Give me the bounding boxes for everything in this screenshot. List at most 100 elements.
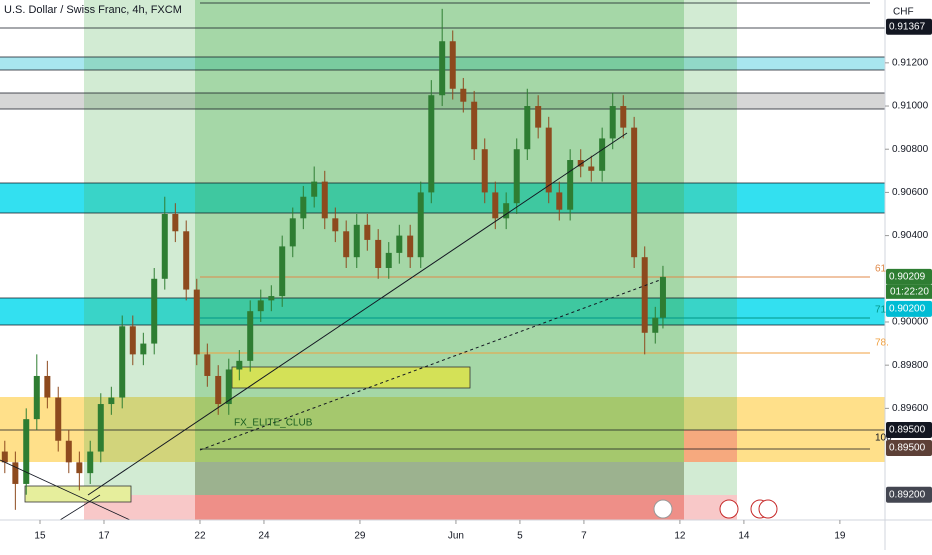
time-axis <box>0 520 885 550</box>
x-tick-label: 29 <box>354 531 366 542</box>
candle-body <box>631 127 638 258</box>
candle-body <box>12 462 19 484</box>
y-tick-label: 0.91000 <box>892 101 929 112</box>
candle-body <box>652 317 659 333</box>
icon[interactable] <box>758 499 778 519</box>
x-tick-label: 12 <box>674 531 686 542</box>
candle-body <box>492 192 499 219</box>
candle-body <box>161 214 168 279</box>
x-tick-label: 14 <box>738 531 750 542</box>
price-tag <box>886 268 932 285</box>
highlight-box <box>24 485 132 503</box>
candle-body <box>599 138 606 171</box>
price-tag-label: 0.89200 <box>889 489 926 500</box>
price-tag-label: 0.90209 <box>889 271 926 282</box>
x-tick-label: 24 <box>258 531 270 542</box>
candle-body <box>460 88 467 102</box>
candle-body <box>97 404 104 452</box>
candle-body <box>140 343 147 355</box>
price-tag <box>886 486 932 503</box>
candle-body <box>23 419 30 484</box>
candle-body <box>332 218 339 232</box>
axis-label: CHF <box>893 7 914 18</box>
candle-body <box>353 224 360 258</box>
candle-body <box>76 462 83 474</box>
candle-body <box>289 218 296 247</box>
x-tick-label: 17 <box>98 531 110 542</box>
price-tag <box>886 18 932 35</box>
y-tick-label: 0.90000 <box>892 317 929 328</box>
candle-body <box>65 440 72 463</box>
candle-body <box>545 127 552 193</box>
axes: 0.89600 0.89800 0.90000 0.90400 0.90600 0.908… <box>34 18 932 542</box>
candle-body <box>119 326 126 398</box>
price-tag-label: 0.89500 <box>889 425 926 436</box>
chart-title: U.S. Dollar / Swiss Franc, 4h, FXCM <box>4 4 182 16</box>
highlight-box <box>231 366 471 389</box>
trend-line <box>199 279 661 451</box>
candle-body <box>620 106 627 128</box>
x-tick-label: 22 <box>194 531 206 542</box>
candle-body <box>151 278 158 344</box>
y-tick-label: 0.89800 <box>892 360 929 371</box>
x-tick-label: 19 <box>834 531 846 542</box>
annotation: FX_ELITE_CLUB <box>234 418 313 429</box>
countdown-bg <box>886 284 932 299</box>
candle-body <box>567 160 574 210</box>
candle-body <box>428 95 435 193</box>
candle-body <box>481 149 488 193</box>
y-tick-label: 0.90800 <box>892 144 929 155</box>
candle-body <box>503 203 510 219</box>
candle-body <box>247 311 254 361</box>
fib-label: 71 <box>875 305 887 316</box>
candle-body <box>641 257 648 333</box>
x-tick-label: 15 <box>34 531 46 542</box>
x-tick-label: 5 <box>517 531 523 542</box>
trend-line <box>59 494 101 521</box>
icon[interactable] <box>653 499 673 519</box>
candle-body <box>236 360 243 370</box>
price-tag-label: 0.89500 <box>889 443 926 454</box>
candle-body <box>396 235 403 253</box>
candle-body <box>172 214 179 232</box>
candle-body <box>609 106 616 139</box>
y-tick-label: 0.89600 <box>892 403 929 414</box>
candle-body <box>556 192 563 210</box>
candle-body <box>471 101 478 150</box>
candle-body <box>311 181 318 197</box>
candle-body <box>1 451 8 463</box>
candle-body <box>193 289 200 355</box>
candle-body <box>577 160 584 167</box>
candle-body <box>375 239 382 268</box>
candle-body <box>449 41 456 89</box>
candle-body <box>204 354 211 376</box>
candle-body <box>279 246 286 297</box>
candle-body <box>215 375 222 405</box>
candle-body <box>364 224 371 240</box>
candle-body <box>33 375 40 420</box>
y-tick-label: 0.90600 <box>892 187 929 198</box>
candle-body <box>407 235 414 258</box>
candle-body <box>513 149 520 204</box>
x-tick-label: Jun <box>448 531 464 542</box>
trend-line <box>87 132 628 496</box>
candle-body <box>300 196 307 219</box>
candle-body <box>524 106 531 150</box>
icon[interactable] <box>719 499 739 519</box>
candle-body <box>268 296 275 301</box>
price-tag-label: 0.91367 <box>889 21 926 32</box>
zone <box>684 430 737 462</box>
candle-body <box>659 276 666 318</box>
zone <box>684 0 737 495</box>
y-tick-label: 0.90400 <box>892 230 929 241</box>
candle-body <box>44 375 51 398</box>
candle-body <box>343 231 350 258</box>
price-tag <box>886 439 932 456</box>
fib-label: 100 <box>875 433 892 444</box>
candle-body <box>417 192 424 258</box>
candle-body <box>588 166 595 171</box>
trend-line <box>0 459 131 521</box>
trend-lines <box>0 132 661 521</box>
price-tag <box>886 421 932 438</box>
